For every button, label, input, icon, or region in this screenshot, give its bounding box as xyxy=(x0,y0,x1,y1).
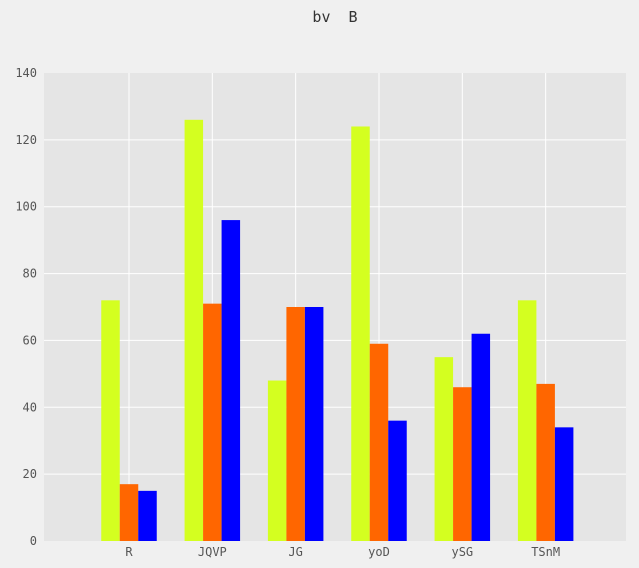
bar xyxy=(369,343,389,541)
bars xyxy=(101,119,574,542)
y-tick-label: 100 xyxy=(15,200,37,214)
x-tick-label: yoD xyxy=(368,545,390,559)
bar xyxy=(453,387,472,541)
x-tick-label: JQVP xyxy=(198,545,227,559)
bar xyxy=(267,380,287,541)
bar xyxy=(471,333,491,541)
bar xyxy=(554,427,574,541)
x-tick-label: ySG xyxy=(451,545,473,559)
bar xyxy=(286,307,305,541)
y-tick-label: 120 xyxy=(15,133,37,147)
y-tick-label: 60 xyxy=(23,333,37,347)
y-axis: 0 20 40 60 80 100 120 140 xyxy=(15,66,37,548)
bar xyxy=(517,300,537,541)
bar xyxy=(138,490,157,541)
bar xyxy=(388,420,407,541)
bar xyxy=(304,307,324,541)
y-tick-label: 0 xyxy=(30,534,37,548)
y-tick-label: 80 xyxy=(23,267,37,281)
x-tick-label: JG xyxy=(288,545,302,559)
y-tick-label: 40 xyxy=(23,400,37,414)
x-tick-label: R xyxy=(125,545,133,559)
bar xyxy=(101,300,120,541)
bar xyxy=(119,484,139,541)
y-tick-label: 20 xyxy=(23,467,37,481)
bar xyxy=(203,303,222,541)
y-tick-label: 140 xyxy=(15,66,37,80)
chart-title: bv B xyxy=(312,8,357,26)
bar xyxy=(536,383,555,541)
x-tick-label: TSnM xyxy=(531,545,560,559)
x-axis: R JQVP JG yoD ySG TSnM xyxy=(125,545,560,559)
bar xyxy=(434,357,454,541)
bar xyxy=(184,119,204,542)
bar xyxy=(221,220,241,542)
bar xyxy=(351,126,370,541)
